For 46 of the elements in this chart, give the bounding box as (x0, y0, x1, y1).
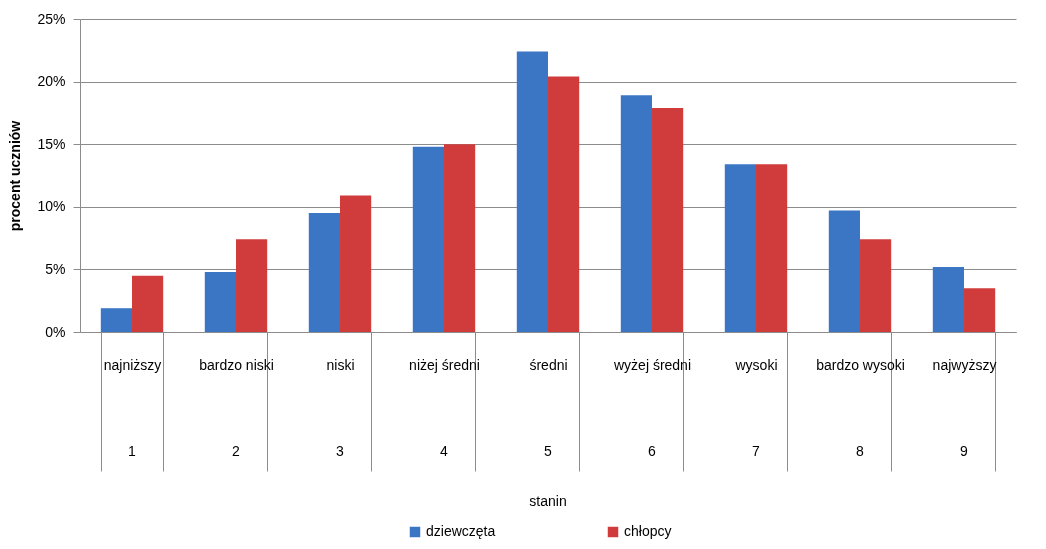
x-tick-label: bardzo wysoki (816, 356, 905, 373)
bar (932, 266, 964, 332)
text: 3 (336, 443, 345, 459)
y-tick-label: 0% (45, 323, 66, 340)
bar (652, 107, 684, 332)
text: 8 (856, 443, 865, 459)
text: stanin (529, 493, 567, 509)
bar (860, 239, 892, 332)
bar (724, 164, 756, 332)
y-tick-label: 15% (37, 135, 66, 152)
bar (516, 51, 548, 332)
text: 9 (960, 443, 969, 459)
y-tick-label: 5% (45, 260, 66, 277)
bar (620, 95, 652, 332)
x-tick-label: najwyższy (932, 356, 997, 373)
x-tick-label: wysoki (734, 356, 778, 373)
bar (756, 164, 788, 332)
legend-label: dziewczęta (426, 523, 496, 539)
x-tick-label: średni (529, 356, 568, 373)
y-axis-title: procent uczniów (7, 120, 24, 232)
bar (548, 76, 580, 332)
bar (204, 271, 236, 332)
x-tick-label: najniższy (103, 356, 162, 373)
text: 2 (232, 443, 241, 459)
x-tick-label: niżej średni (409, 356, 480, 373)
y-tick-label: 25% (37, 10, 66, 27)
bar (132, 275, 164, 332)
text: 1 (128, 443, 137, 459)
text: 5 (544, 443, 553, 459)
legend-label: chłopcy (624, 523, 672, 539)
x-tick-label: niski (326, 356, 355, 373)
bar (236, 239, 268, 332)
y-tick-label: 20% (37, 73, 66, 90)
x-tick-label: bardzo niski (199, 356, 274, 373)
text: 6 (648, 443, 657, 459)
bar (340, 195, 372, 332)
bar (100, 308, 132, 332)
bar (444, 144, 476, 332)
text: 4 (440, 443, 449, 459)
text: 7 (752, 443, 761, 459)
x-tick-label: wyżej średni (612, 356, 692, 373)
bar (964, 288, 996, 332)
bar (828, 210, 860, 332)
bar (308, 213, 340, 332)
y-tick-label: 10% (37, 198, 66, 215)
bar (412, 146, 444, 332)
